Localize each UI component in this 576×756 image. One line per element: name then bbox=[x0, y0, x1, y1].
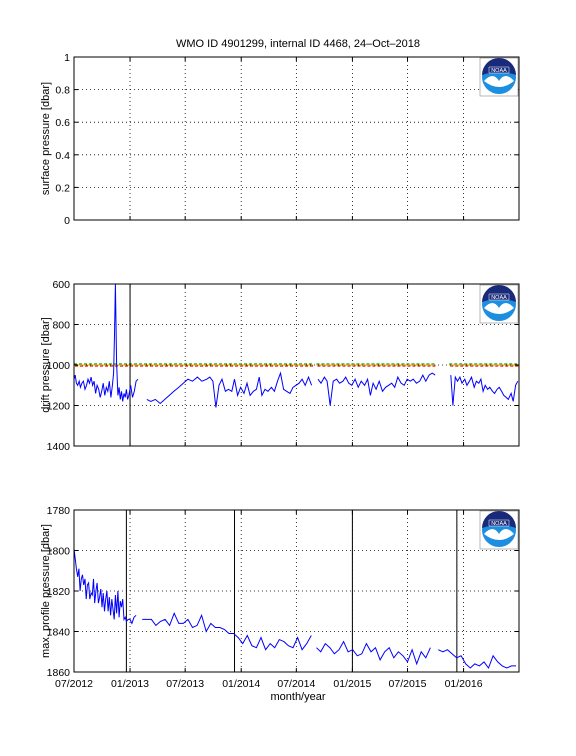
x-tick-label: 01/2016 bbox=[445, 678, 483, 690]
drift-pressure-panel: 600 800 1000 1200 1400 drift pressure [dbar] N… bbox=[40, 279, 520, 453]
y-tick-label: 1200 bbox=[47, 401, 71, 413]
x-tick-label: 07/2015 bbox=[389, 678, 427, 690]
y-tick-label: 0.8 bbox=[55, 85, 70, 97]
logo-text: NOAA bbox=[491, 68, 507, 74]
logo-gull-icon bbox=[484, 303, 514, 314]
data-series-line bbox=[73, 548, 137, 625]
y-axis-label: surface pressure [dbar] bbox=[40, 82, 52, 195]
data-series-line bbox=[450, 375, 519, 406]
logo-gull-icon bbox=[484, 76, 514, 87]
logo-text-plate bbox=[488, 66, 510, 74]
figure-title: WMO ID 4901299, internal ID 4468, 24–Oct… bbox=[176, 38, 420, 50]
logo-text: NOAA bbox=[491, 295, 507, 301]
logo-text: NOAA bbox=[491, 521, 507, 527]
x-tick-label: 01/2014 bbox=[222, 678, 260, 690]
logo-text-plate bbox=[488, 519, 510, 527]
noaa-logo: NOAA bbox=[479, 510, 519, 550]
y-tick-label: 600 bbox=[52, 279, 70, 291]
y-tick-label: 1840 bbox=[47, 627, 71, 639]
x-tick-label: 07/2014 bbox=[277, 678, 315, 690]
y-tick-label: 1860 bbox=[47, 667, 71, 679]
y-tick-label: 0.6 bbox=[55, 117, 70, 129]
y-tick-label: 1400 bbox=[47, 441, 71, 453]
y-tick-label: 0 bbox=[64, 215, 70, 227]
y-tick-label: 1820 bbox=[47, 586, 71, 598]
x-tick-label: 07/2013 bbox=[166, 678, 204, 690]
y-tick-label: 1000 bbox=[47, 360, 71, 372]
y-axis-label: max. profile pressure [dbar] bbox=[40, 524, 52, 658]
data-series-line bbox=[316, 640, 431, 666]
logo-text-plate bbox=[488, 293, 510, 301]
data-series-line bbox=[438, 649, 516, 670]
y-tick-label: 800 bbox=[52, 320, 70, 332]
y-tick-label: 0.2 bbox=[55, 182, 70, 194]
surface-pressure-panel: 0 0.2 0.4 0.6 0.8 1 surface pressure [dbar] NOA… bbox=[40, 52, 520, 227]
y-tick-label: 1780 bbox=[47, 505, 71, 517]
data-series-line bbox=[317, 372, 436, 406]
y-tick-label: 0.4 bbox=[55, 150, 70, 162]
logo-gull-icon bbox=[484, 529, 514, 540]
data-series-line bbox=[73, 283, 139, 402]
x-axis-label: month/year bbox=[270, 691, 325, 703]
y-axis-label: drift pressure [dbar] bbox=[40, 317, 52, 412]
noaa-logo: NOAA bbox=[479, 57, 519, 97]
x-tick-label: 01/2015 bbox=[333, 678, 371, 690]
noaa-logo: NOAA bbox=[479, 284, 519, 324]
y-tick-label: 1 bbox=[64, 52, 70, 64]
x-tick-label: 01/2013 bbox=[111, 678, 149, 690]
y-tick-label: 1800 bbox=[47, 546, 71, 558]
x-tick-label: 07/2012 bbox=[55, 678, 93, 690]
data-series-line bbox=[142, 612, 312, 651]
data-series-line bbox=[146, 371, 313, 408]
